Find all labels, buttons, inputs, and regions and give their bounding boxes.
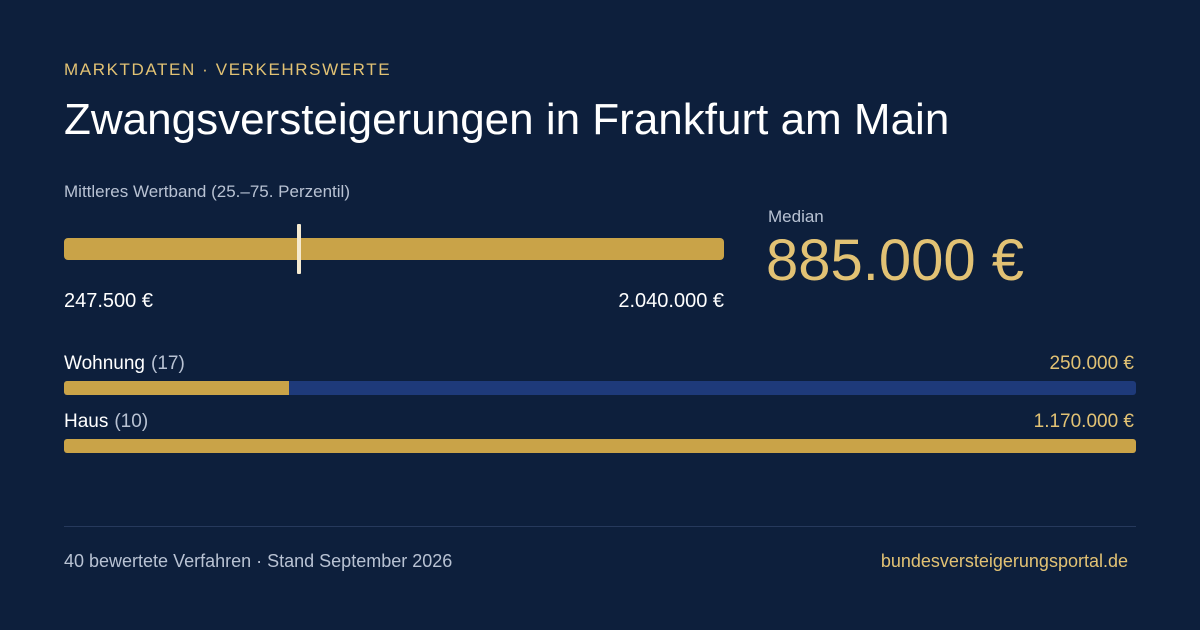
category-name: Wohnung xyxy=(64,353,145,374)
median-value: 885.000 € xyxy=(766,228,1025,293)
page-title: Zwangsversteigerungen in Frankfurt am Ma… xyxy=(64,95,950,144)
eyebrow-label: MARKTDATEN · VERKEHRSWERTE xyxy=(64,60,392,79)
category-count: (17) xyxy=(151,353,185,374)
category-label-wohnung: Wohnung (17) xyxy=(64,353,185,375)
category-bar-track-haus xyxy=(64,439,1136,453)
category-bar-track-wohnung xyxy=(64,381,1136,395)
category-name: Haus xyxy=(64,411,109,432)
category-count: (10) xyxy=(114,411,149,432)
footer-divider xyxy=(64,526,1136,527)
value-band-bar xyxy=(64,238,724,260)
category-value-haus: 1.170.000 € xyxy=(1033,411,1134,432)
category-bar-fill-haus xyxy=(64,439,1136,453)
band-label: Mittleres Wertband (25.–75. Perzentil) xyxy=(64,182,350,201)
footer-meta: 40 bewertete Verfahren · Stand September… xyxy=(64,551,453,571)
category-value-wohnung: 250.000 € xyxy=(1049,353,1134,374)
category-bar-fill-wohnung xyxy=(64,381,290,395)
band-min-label: 247.500 € xyxy=(64,290,153,312)
median-label: Median xyxy=(768,207,824,226)
category-label-haus: Haus (10) xyxy=(64,411,148,433)
median-marker xyxy=(296,224,301,274)
source-link[interactable]: bundesversteigerungsportal.de xyxy=(880,551,1128,571)
band-max-label: 2.040.000 € xyxy=(618,290,724,312)
